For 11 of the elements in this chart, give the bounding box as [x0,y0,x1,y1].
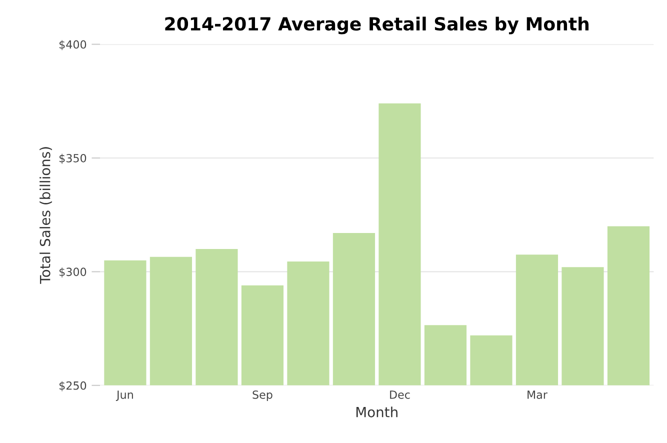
x-tick-label: Dec [390,390,410,399]
y-axis-title: Total Sales (billions) [40,147,52,284]
x-tick-label: Jun [116,390,133,401]
y-tick-label: $250 [60,381,86,392]
x-tick-label: Sep [252,390,272,402]
chart-title: 2014-2017 Average Retail Sales by Month [165,16,589,34]
y-tick-label: $300 [60,267,86,278]
x-tick-label: Mar [528,390,548,399]
x-axis-title: Month [356,406,398,418]
y-tick-label: $400 [60,40,86,50]
y-tick-label: $350 [60,154,86,164]
